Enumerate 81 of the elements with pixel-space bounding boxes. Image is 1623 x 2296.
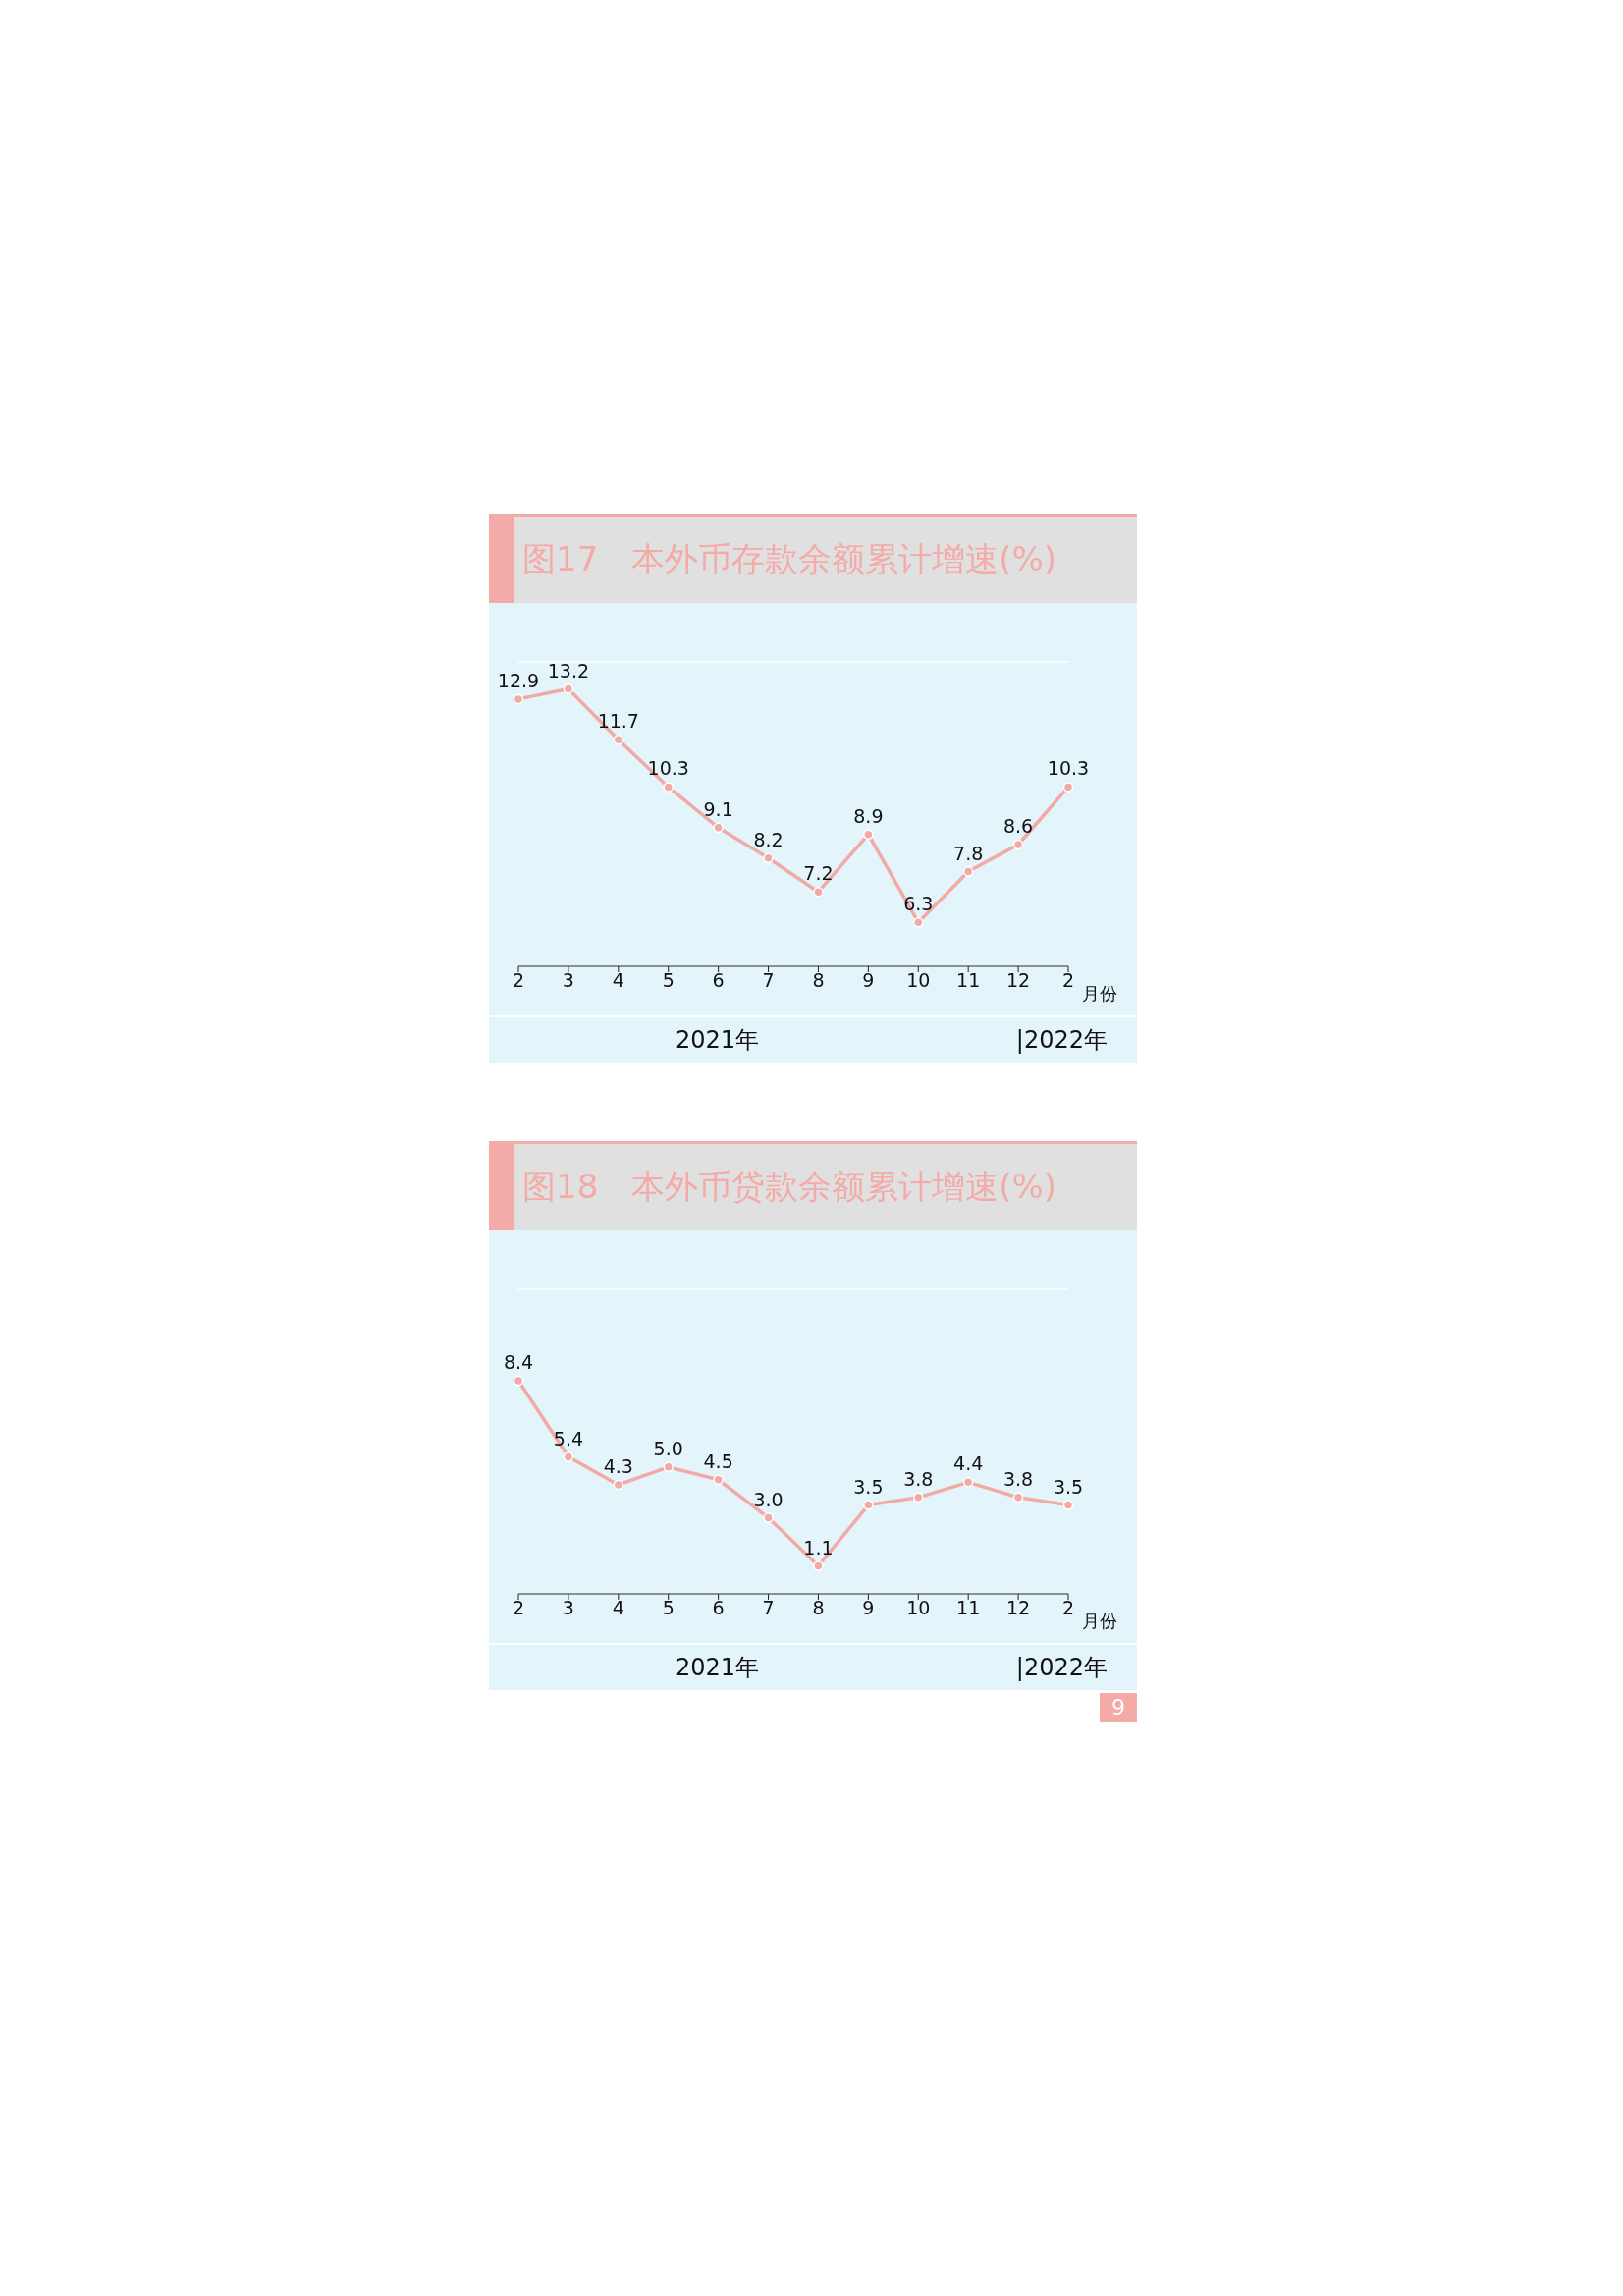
point (613, 734, 624, 745)
data-label: 6.3 (903, 893, 934, 915)
x-tick-label: 2 (1061, 969, 1075, 992)
chart-title: 图18 本外币贷款余额累计增速(%) (522, 1166, 1057, 1208)
data-label: 4.5 (703, 1449, 733, 1472)
data-label: 8.6 (1002, 815, 1034, 837)
point (813, 1560, 824, 1571)
x-tick-label: 3 (562, 1597, 574, 1619)
data-label: 8.9 (853, 804, 884, 827)
data-label: 7.2 (803, 862, 834, 885)
chart-title: 图17 本外币存款余额累计增速(%) (522, 538, 1057, 580)
x-tick-label: 6 (712, 1597, 725, 1619)
x-tick-label: 5 (662, 1597, 675, 1619)
data-label: 7.8 (953, 842, 984, 864)
x-tick-label: 6 (712, 969, 725, 992)
point (563, 683, 574, 694)
x-tick-label: 12 (1006, 1597, 1031, 1619)
data-label: 5.0 (653, 1437, 683, 1459)
x-tick-label: 11 (956, 969, 981, 992)
point (863, 1500, 874, 1510)
x-tick-label: 9 (862, 969, 875, 992)
data-label: 10.3 (1047, 757, 1090, 780)
x-tick-label: 4 (612, 969, 624, 992)
data-label: 1.1 (803, 1536, 834, 1558)
point (763, 1512, 774, 1523)
x-tick-label: 2 (512, 1597, 525, 1619)
data-label: 9.1 (703, 797, 733, 820)
point (962, 866, 974, 877)
x-tick-label: 12 (1006, 969, 1031, 992)
point (813, 886, 824, 898)
x-tick-label: 10 (906, 969, 931, 992)
data-label: 5.4 (553, 1427, 584, 1449)
x-tick-label: 5 (662, 969, 675, 992)
point (663, 1461, 674, 1473)
point (962, 1477, 974, 1488)
x-tick-label: 9 (862, 1597, 875, 1619)
data-label: 11.7 (597, 710, 639, 733)
data-label: 10.3 (647, 757, 689, 780)
point (1062, 1500, 1074, 1510)
text: 9 (1100, 1693, 1137, 1722)
point (613, 1479, 624, 1491)
point (713, 1474, 724, 1485)
point (1062, 782, 1074, 793)
data-label: 8.4 (503, 1351, 534, 1373)
x-axis-title: 月份 (1082, 983, 1117, 1005)
x-tick-label: 7 (762, 969, 775, 992)
data-label: 12.9 (497, 669, 540, 691)
data-label: 3.0 (753, 1488, 784, 1510)
point (513, 1375, 524, 1387)
point (913, 916, 924, 928)
point (1012, 1492, 1024, 1503)
text: |2022年 (1015, 1653, 1108, 1683)
data-label: 4.3 (603, 1454, 633, 1477)
data-label: 4.4 (953, 1452, 984, 1475)
x-tick-label: 8 (812, 1597, 825, 1619)
point (513, 693, 524, 705)
text: 2021年 (676, 1653, 760, 1683)
x-tick-label: 4 (612, 1597, 624, 1619)
point (1012, 839, 1024, 850)
data-label: 8.2 (753, 828, 784, 850)
data-label: 3.5 (853, 1475, 884, 1498)
x-tick-label: 3 (562, 969, 574, 992)
point (913, 1492, 924, 1503)
point (863, 829, 874, 840)
text: 2021年 (676, 1025, 760, 1056)
x-tick-label: 2 (1061, 1597, 1075, 1619)
point (713, 822, 724, 834)
x-tick-label: 8 (812, 969, 825, 992)
x-tick-label: 2 (512, 969, 525, 992)
x-tick-label: 11 (956, 1597, 981, 1619)
point (763, 852, 774, 864)
text: |2022年 (1015, 1025, 1108, 1056)
point (663, 782, 674, 793)
x-tick-label: 7 (762, 1597, 775, 1619)
data-label: 13.2 (547, 659, 590, 682)
point (563, 1451, 574, 1462)
x-axis-title: 月份 (1082, 1611, 1117, 1632)
data-label: 3.8 (1002, 1467, 1034, 1490)
data-label: 3.8 (903, 1467, 934, 1490)
data-label: 3.5 (1053, 1475, 1084, 1498)
x-tick-label: 10 (906, 1597, 931, 1619)
